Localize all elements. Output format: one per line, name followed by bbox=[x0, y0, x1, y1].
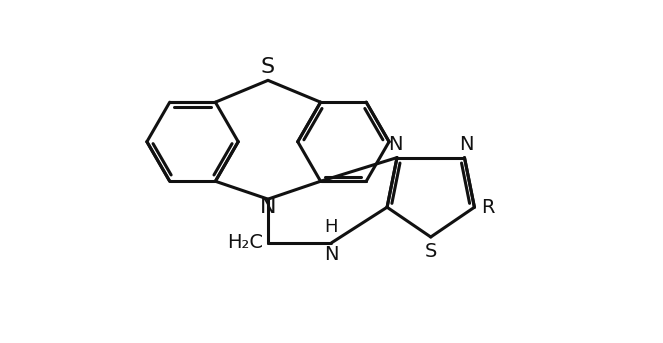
Text: N: N bbox=[260, 197, 276, 217]
Text: N: N bbox=[324, 245, 339, 264]
Text: N: N bbox=[388, 135, 402, 154]
Text: N: N bbox=[459, 135, 474, 154]
Text: S: S bbox=[261, 57, 275, 77]
Text: H₂C: H₂C bbox=[227, 233, 263, 252]
Text: R: R bbox=[481, 198, 495, 217]
Text: H: H bbox=[325, 218, 338, 236]
Text: S: S bbox=[424, 242, 437, 261]
